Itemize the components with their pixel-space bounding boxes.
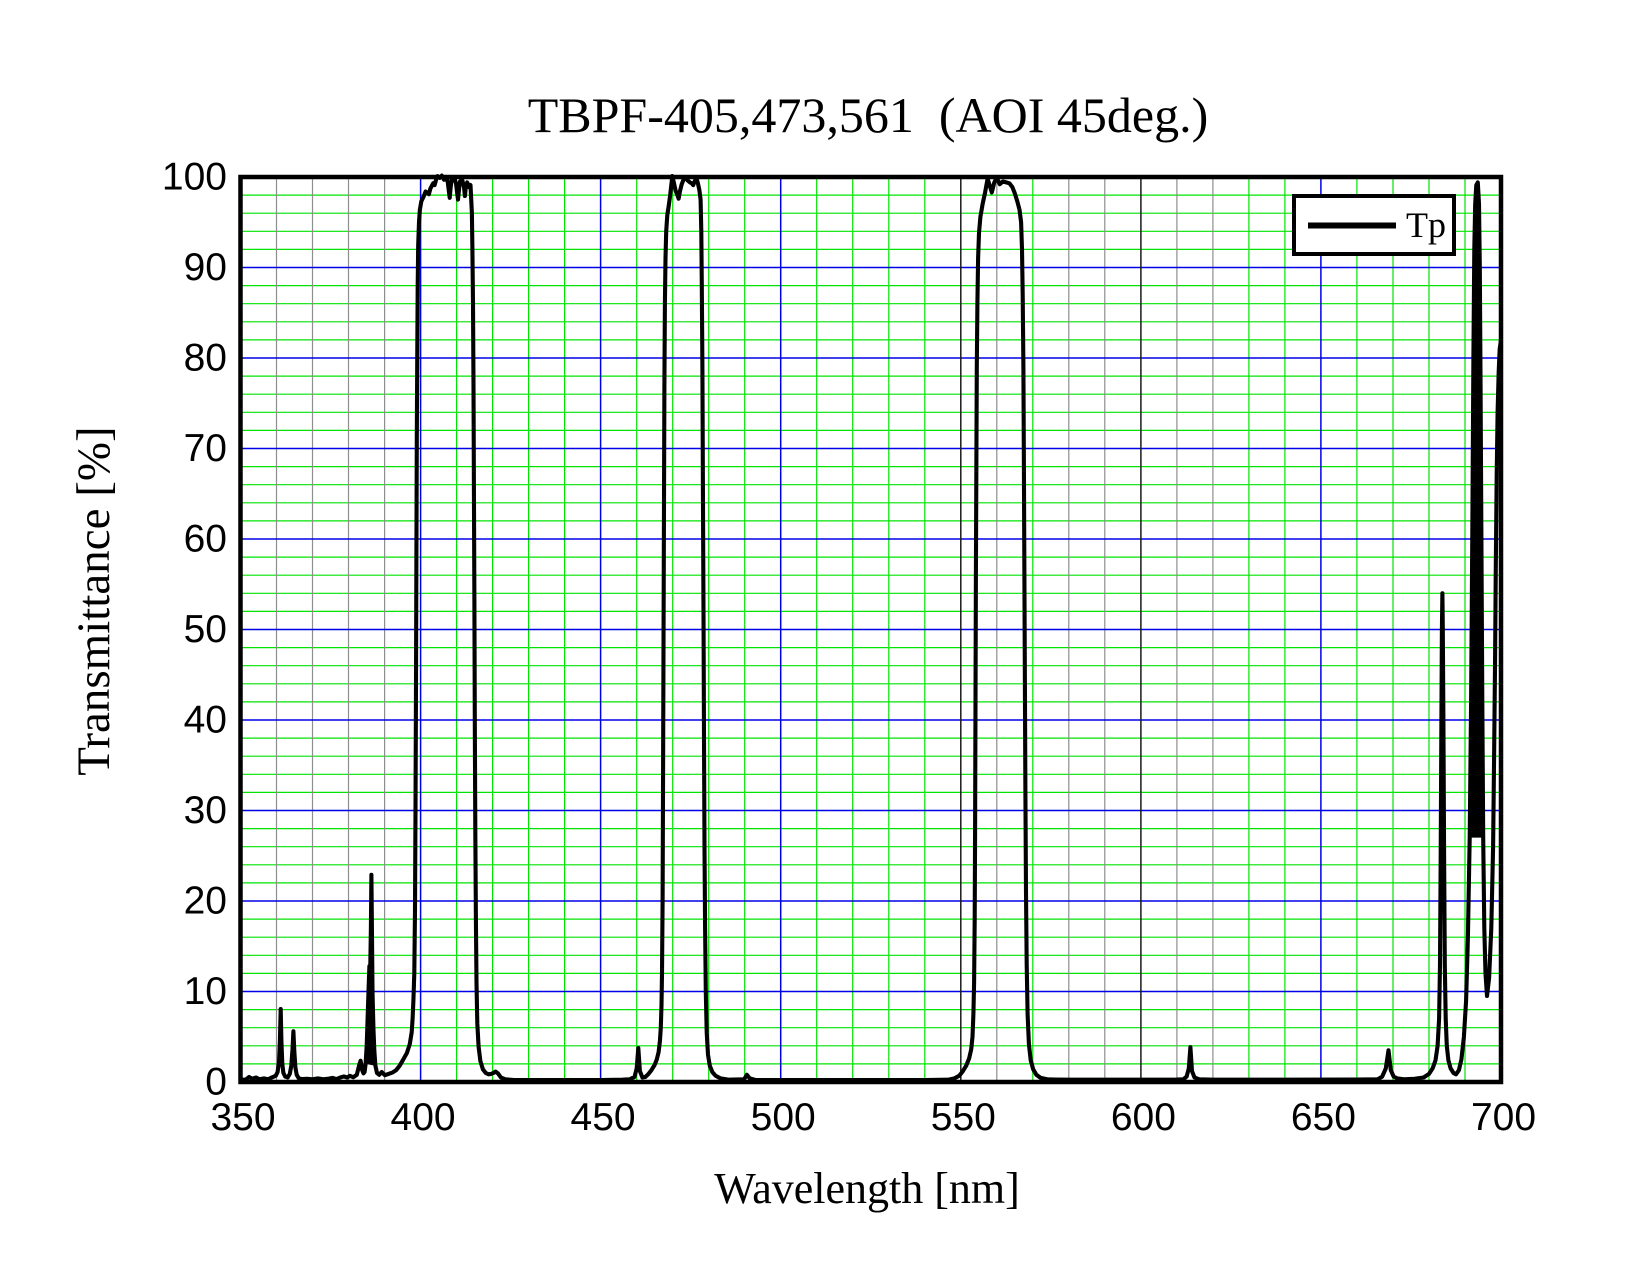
- svg-text:400: 400: [391, 1096, 456, 1139]
- svg-text:350: 350: [210, 1096, 275, 1139]
- svg-text:450: 450: [571, 1096, 636, 1139]
- svg-text:Tp: Tp: [1406, 205, 1446, 245]
- svg-text:Wavelength [nm]: Wavelength [nm]: [714, 1164, 1020, 1213]
- svg-text:80: 80: [184, 337, 227, 380]
- svg-text:90: 90: [184, 246, 227, 289]
- svg-text:TBPF-405,473,561 (AOI 45deg.): TBPF-405,473,561 (AOI 45deg.): [528, 87, 1209, 143]
- svg-text:650: 650: [1291, 1096, 1356, 1139]
- svg-text:Transmittance [%]: Transmittance [%]: [68, 426, 120, 775]
- svg-text:100: 100: [162, 156, 227, 199]
- svg-text:600: 600: [1111, 1096, 1176, 1139]
- svg-text:40: 40: [184, 699, 227, 742]
- svg-text:0: 0: [205, 1061, 227, 1104]
- svg-text:20: 20: [184, 880, 227, 923]
- svg-text:500: 500: [751, 1096, 816, 1139]
- svg-text:70: 70: [184, 427, 227, 470]
- svg-text:700: 700: [1471, 1096, 1536, 1139]
- svg-text:60: 60: [184, 518, 227, 561]
- svg-text:30: 30: [184, 789, 227, 832]
- svg-text:50: 50: [184, 608, 227, 651]
- svg-text:550: 550: [931, 1096, 996, 1139]
- svg-text:10: 10: [184, 970, 227, 1013]
